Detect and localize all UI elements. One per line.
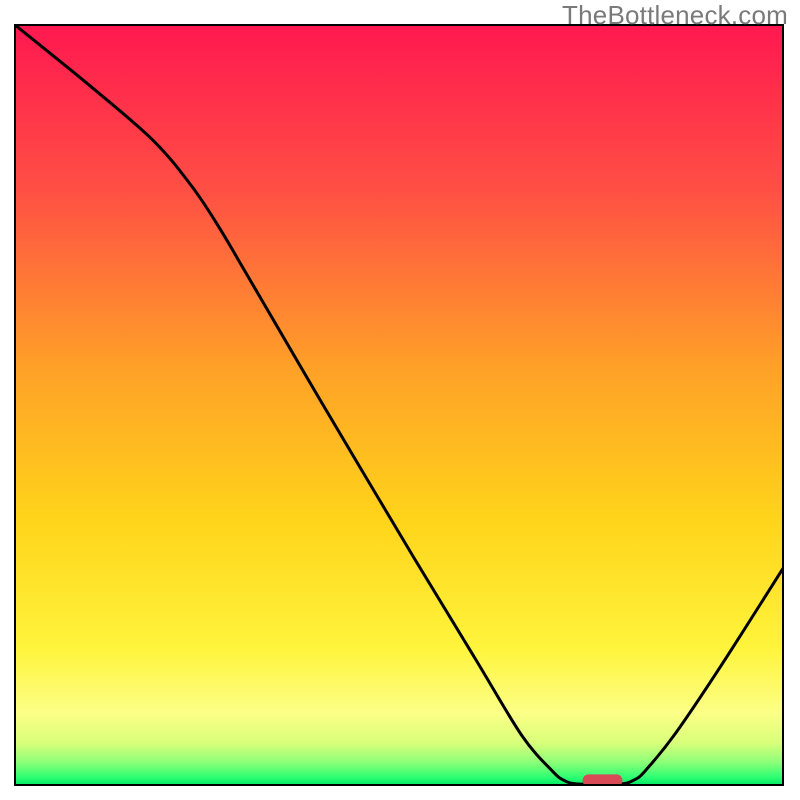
bottleneck-chart: TheBottleneck.com bbox=[0, 0, 800, 800]
chart-svg bbox=[0, 0, 800, 800]
watermark-text: TheBottleneck.com bbox=[562, 0, 788, 31]
plot-background bbox=[15, 25, 783, 785]
